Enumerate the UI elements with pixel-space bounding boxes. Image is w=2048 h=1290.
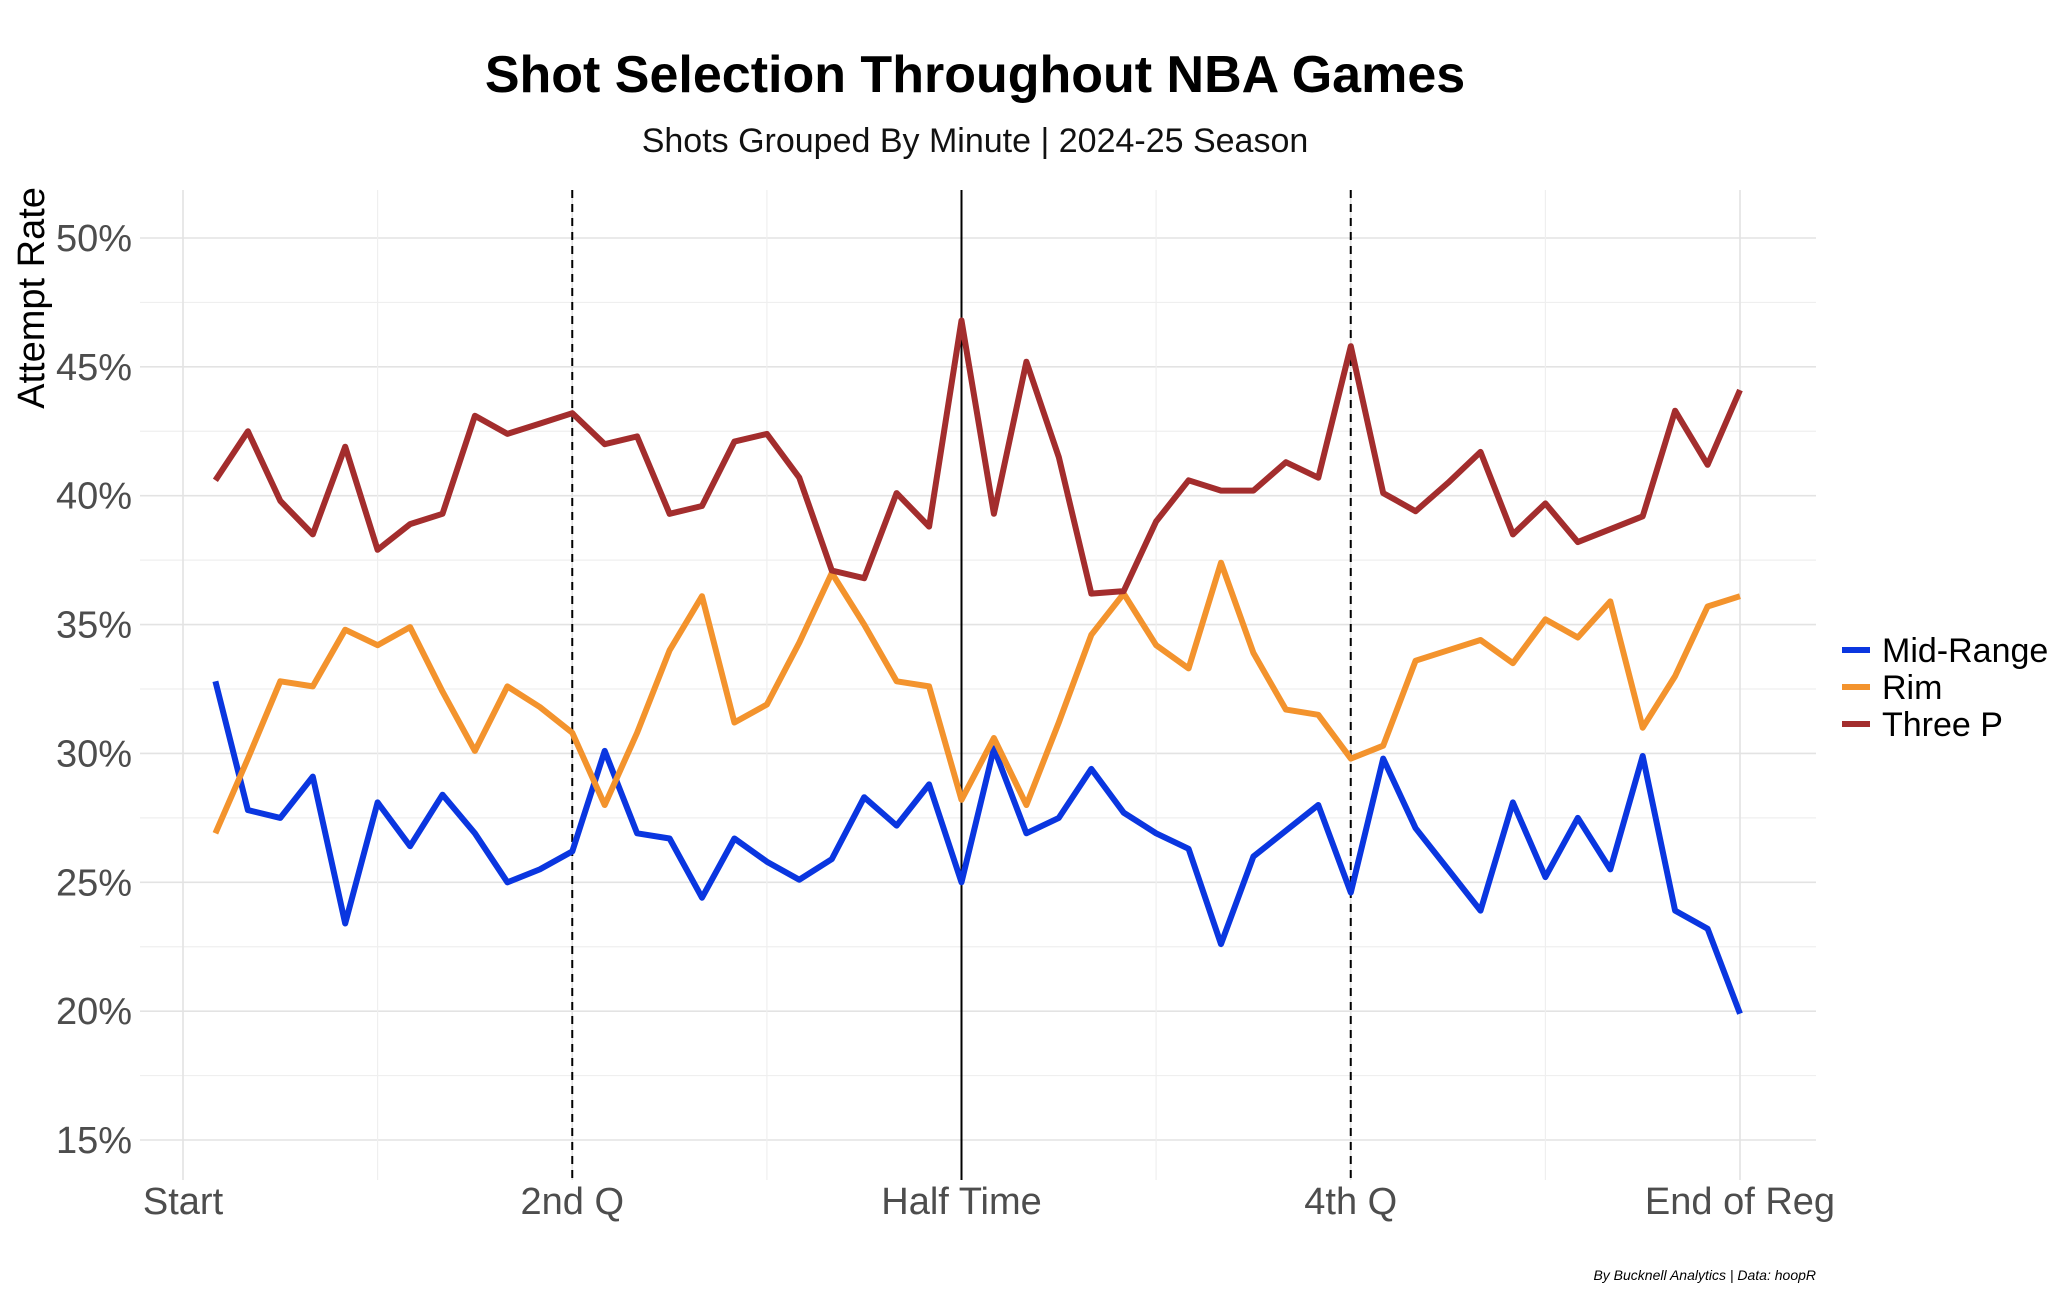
series-line-rim <box>212 559 1741 835</box>
y-tick-label: 35% <box>56 605 132 647</box>
chart-title: Shot Selection Throughout NBA Games <box>485 46 1465 104</box>
x-tick-label: End of Reg <box>1645 1181 1835 1223</box>
x-tick-label: Half Time <box>881 1181 1041 1223</box>
y-tick-label: 20% <box>56 991 132 1033</box>
series-line-mid-range <box>212 680 1743 1015</box>
legend-label: Three P <box>1882 706 2003 744</box>
series-line-three-p <box>212 317 1743 597</box>
legend-label: Rim <box>1882 669 1942 707</box>
chart-subtitle: Shots Grouped By Minute | 2024-25 Season <box>642 122 1309 160</box>
y-axis-label: Attempt Rate <box>11 187 53 409</box>
y-tick-label: 40% <box>56 476 132 518</box>
y-axis-ticks: 15% 20% 25% 30% 35% 40% 45% 50% <box>56 218 132 1162</box>
x-tick-label: 2nd Q <box>520 1181 624 1223</box>
legend-label: Mid-Range <box>1882 632 2048 670</box>
y-tick-label: 15% <box>56 1120 132 1162</box>
grid <box>140 190 1816 1180</box>
x-axis-ticks: Start 2nd Q Half Time 4th Q End of Reg <box>143 1181 1835 1223</box>
y-tick-label: 45% <box>56 347 132 389</box>
chart-caption: By Bucknell Analytics | Data: hoopR <box>1593 1267 1816 1283</box>
y-tick-label: 30% <box>56 733 132 775</box>
series-lines <box>212 317 1743 1015</box>
x-tick-label: Start <box>143 1181 224 1223</box>
x-tick-label: 4th Q <box>1304 1181 1397 1223</box>
y-tick-label: 25% <box>56 862 132 904</box>
reference-lines <box>571 190 1352 1180</box>
y-tick-label: 50% <box>56 218 132 260</box>
